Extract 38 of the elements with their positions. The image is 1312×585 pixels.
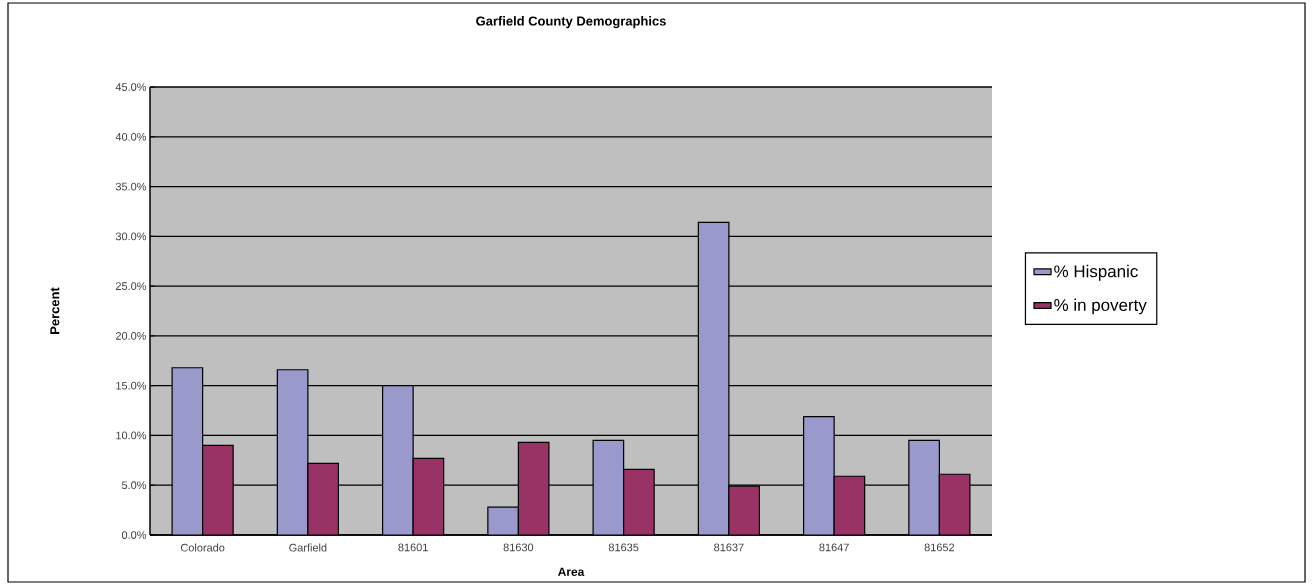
y-tick-label: 45.0% (115, 83, 147, 91)
x-tick-label: 81630 (503, 543, 534, 552)
y-tick-label: 10.0% (116, 431, 147, 440)
bar (592, 439, 625, 535)
bar (202, 444, 234, 535)
bar (171, 367, 204, 535)
bar (276, 369, 309, 535)
x-tick-label: 81647 (819, 543, 849, 552)
y-tick-label: 5.0% (121, 481, 147, 490)
y-tick-label: 20.0% (115, 332, 147, 340)
legend-label: % Hispanic (1054, 264, 1138, 281)
y-tick-label: 25.0% (115, 282, 147, 290)
bar (412, 457, 445, 535)
bar (938, 473, 971, 535)
x-axis-title: Area (558, 567, 585, 576)
y-tick-label: 15.0% (116, 381, 147, 390)
y-tick-label: 0.0% (121, 531, 147, 539)
bar (307, 462, 339, 535)
x-tick-label: 81652 (924, 543, 955, 552)
y-tick-label: 30.0% (115, 232, 147, 241)
bar (697, 221, 730, 535)
bar (803, 416, 835, 535)
x-tick-label: 81637 (714, 543, 744, 552)
bar (623, 468, 655, 535)
bar (908, 439, 940, 535)
y-tick-label: 35.0% (115, 182, 147, 191)
chart-title: Garfield County Demographics (476, 16, 666, 29)
bar (382, 385, 414, 535)
bar (834, 476, 865, 535)
legend-label: % in poverty (1054, 298, 1147, 315)
x-tick-label: 81601 (398, 543, 428, 552)
bar (517, 441, 550, 535)
y-tick-label: 40.0% (115, 132, 147, 141)
x-tick-label: Garfield (289, 543, 327, 552)
x-tick-label: Colorado (180, 543, 225, 552)
bar (728, 485, 760, 535)
y-axis-title: Percent (50, 287, 60, 334)
x-tick-label: 81635 (608, 543, 639, 552)
